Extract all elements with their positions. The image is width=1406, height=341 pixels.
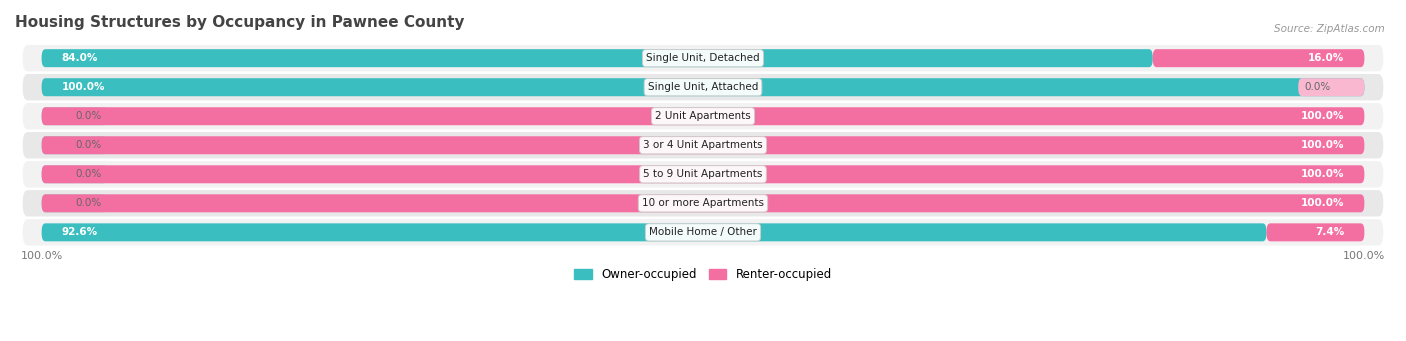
- Text: 100.0%: 100.0%: [62, 82, 105, 92]
- Text: Source: ZipAtlas.com: Source: ZipAtlas.com: [1274, 24, 1385, 34]
- FancyBboxPatch shape: [42, 194, 108, 212]
- Text: 100.0%: 100.0%: [1301, 169, 1344, 179]
- FancyBboxPatch shape: [21, 218, 1385, 247]
- Text: 0.0%: 0.0%: [75, 198, 101, 208]
- FancyBboxPatch shape: [42, 136, 1364, 154]
- FancyBboxPatch shape: [21, 73, 1385, 101]
- Text: 3 or 4 Unit Apartments: 3 or 4 Unit Apartments: [643, 140, 763, 150]
- FancyBboxPatch shape: [21, 44, 1385, 72]
- FancyBboxPatch shape: [21, 102, 1385, 131]
- Text: 92.6%: 92.6%: [62, 227, 97, 237]
- Text: 100.0%: 100.0%: [1301, 111, 1344, 121]
- Text: 84.0%: 84.0%: [62, 53, 98, 63]
- FancyBboxPatch shape: [1267, 223, 1364, 241]
- Legend: Owner-occupied, Renter-occupied: Owner-occupied, Renter-occupied: [569, 263, 837, 286]
- FancyBboxPatch shape: [42, 194, 1364, 212]
- FancyBboxPatch shape: [21, 189, 1385, 218]
- Text: Single Unit, Attached: Single Unit, Attached: [648, 82, 758, 92]
- FancyBboxPatch shape: [1298, 78, 1364, 96]
- FancyBboxPatch shape: [42, 78, 1364, 96]
- Text: Mobile Home / Other: Mobile Home / Other: [650, 227, 756, 237]
- FancyBboxPatch shape: [42, 223, 1267, 241]
- Text: 0.0%: 0.0%: [75, 140, 101, 150]
- FancyBboxPatch shape: [42, 165, 108, 183]
- FancyBboxPatch shape: [21, 131, 1385, 160]
- Text: 0.0%: 0.0%: [75, 111, 101, 121]
- Text: Housing Structures by Occupancy in Pawnee County: Housing Structures by Occupancy in Pawne…: [15, 15, 464, 30]
- FancyBboxPatch shape: [42, 136, 108, 154]
- FancyBboxPatch shape: [21, 160, 1385, 189]
- Text: 0.0%: 0.0%: [75, 169, 101, 179]
- Text: 16.0%: 16.0%: [1309, 53, 1344, 63]
- FancyBboxPatch shape: [1153, 49, 1364, 67]
- Text: 7.4%: 7.4%: [1315, 227, 1344, 237]
- FancyBboxPatch shape: [42, 107, 108, 125]
- FancyBboxPatch shape: [42, 107, 1364, 125]
- Text: 0.0%: 0.0%: [1305, 82, 1331, 92]
- FancyBboxPatch shape: [42, 165, 1364, 183]
- Text: 5 to 9 Unit Apartments: 5 to 9 Unit Apartments: [644, 169, 762, 179]
- Text: 10 or more Apartments: 10 or more Apartments: [643, 198, 763, 208]
- Text: Single Unit, Detached: Single Unit, Detached: [647, 53, 759, 63]
- Text: 2 Unit Apartments: 2 Unit Apartments: [655, 111, 751, 121]
- Text: 100.0%: 100.0%: [1301, 140, 1344, 150]
- Text: 100.0%: 100.0%: [1301, 198, 1344, 208]
- FancyBboxPatch shape: [42, 49, 1153, 67]
